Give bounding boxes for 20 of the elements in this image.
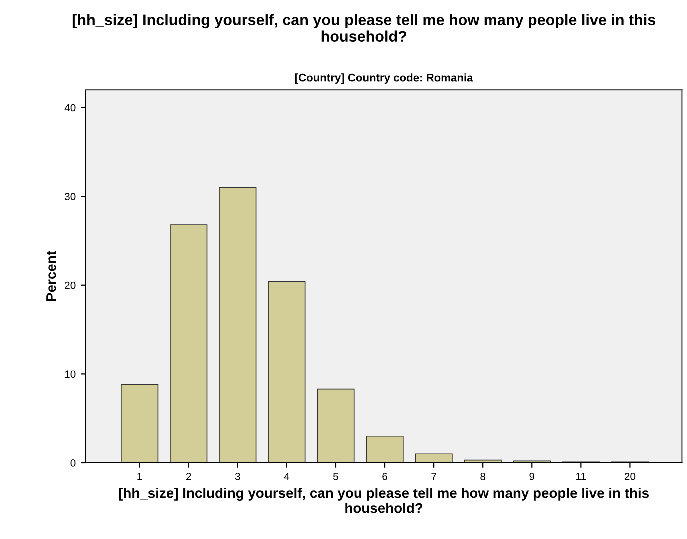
x-tick-label: 5 <box>333 473 338 480</box>
x-tick-label: 8 <box>480 473 486 480</box>
x-tick-label: 9 <box>530 473 535 480</box>
y-tick-label: 0 <box>70 460 76 467</box>
y-tick-label: 20 <box>65 282 76 290</box>
y-tick-label: 40 <box>64 104 76 112</box>
x-tick-label: 3 <box>235 473 240 480</box>
y-tick-label: 30 <box>64 193 76 200</box>
x-tick-label: 6 <box>382 473 388 480</box>
x-axis-title: [hh_size] Including yourself, can you please tell me how many people live in this household? <box>119 488 649 514</box>
y-tick-label: 10 <box>65 370 76 378</box>
chart-title: [hh_size] Including yourself, can you please tell me how many people live in this household? <box>72 14 656 42</box>
chart-subtitle: [Country] Country code: Romania <box>295 74 474 84</box>
y-axis-title: Percent <box>46 251 56 302</box>
x-tick-label: 7 <box>432 473 436 480</box>
x-tick-label: 11 <box>576 473 586 480</box>
x-tick-label: 4 <box>284 473 290 480</box>
x-tick-label: 2 <box>186 473 192 480</box>
x-tick-label: 20 <box>624 473 636 480</box>
x-tick-label: 1 <box>138 473 142 480</box>
